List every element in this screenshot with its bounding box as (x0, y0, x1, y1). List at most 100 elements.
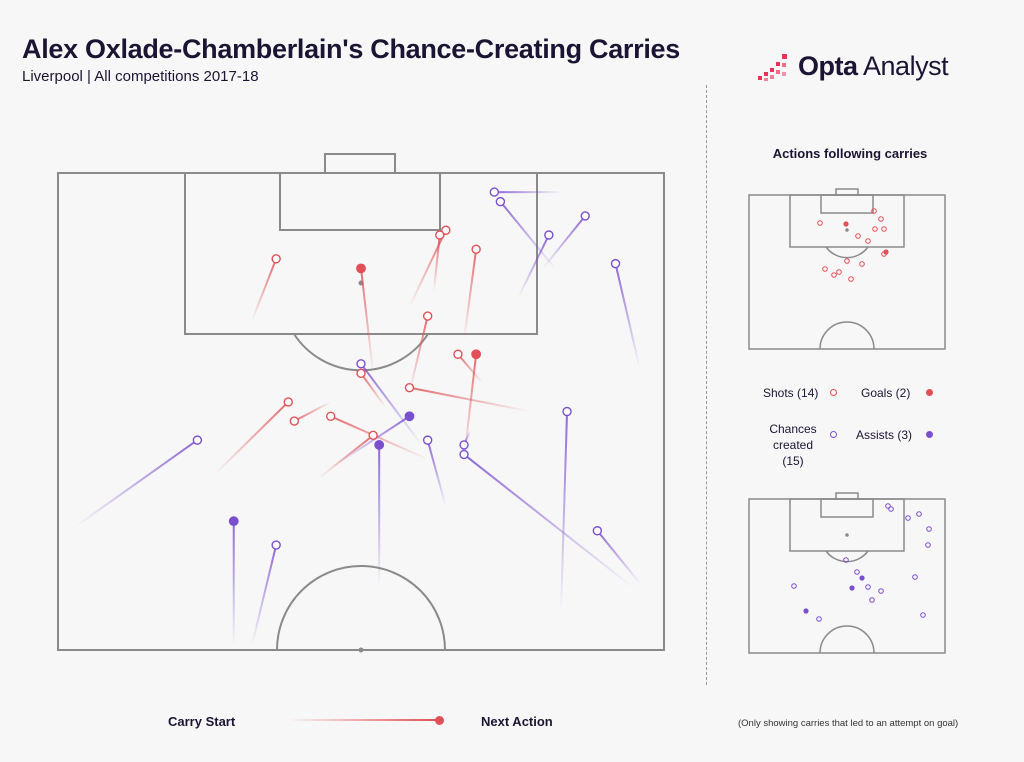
mini-goal (835, 492, 859, 500)
legend-chances: Chances created (15) (769, 422, 817, 468)
goal-marker (471, 349, 482, 360)
chance-marker (271, 540, 281, 550)
carry-line-shot (408, 315, 429, 393)
key-carry-start: Carry Start (168, 714, 236, 729)
mini-six-yard-box (820, 194, 874, 214)
chance-marker (916, 511, 922, 517)
carry-line-shot (408, 229, 447, 307)
carry-line-shot (293, 401, 332, 422)
carry-line-chance (250, 544, 278, 646)
carry-line-assist (336, 415, 411, 465)
shot-marker (422, 311, 433, 321)
assist-marker (404, 411, 415, 422)
mini-goal-markers (843, 221, 889, 255)
key-next-action: Next Action (481, 714, 553, 729)
assist-marker (374, 439, 385, 450)
chance-marker (854, 569, 860, 575)
mini-penalty-area (789, 498, 905, 552)
carry-line-shot (409, 386, 531, 413)
mini-shot-markers (817, 208, 887, 282)
legend-shot-icon (830, 389, 837, 396)
carry-line-chance (542, 215, 586, 270)
carry-line-shot (457, 353, 483, 384)
carry-line-chance (614, 263, 641, 369)
key-carry-line (288, 719, 438, 721)
legend-goals: Goals (2) (861, 386, 911, 400)
shot-marker (859, 261, 865, 267)
chance-marker (489, 187, 500, 197)
chance-marker (912, 574, 918, 580)
page-subtitle: Liverpool | All competitions 2017-18 (22, 68, 259, 85)
carry-line-chance (360, 363, 423, 446)
shot-marker (289, 416, 300, 426)
shot-marker (881, 226, 887, 232)
carry-line-shot (360, 372, 387, 408)
shot-marker (271, 254, 281, 264)
mini-goal (835, 188, 859, 196)
chance-marker (843, 557, 849, 563)
shot-marker (441, 225, 451, 235)
mini-assist-markers (803, 575, 865, 614)
chance-marker (926, 526, 932, 532)
legend-goal-icon (926, 389, 933, 396)
mini-pitch-boundary (748, 194, 946, 350)
assist-marker (228, 516, 239, 527)
chance-marker (495, 196, 506, 207)
chance-marker (592, 526, 603, 536)
shot-marker (453, 349, 463, 359)
mini-pitch-shots (748, 188, 946, 350)
shot-marker (871, 208, 877, 214)
carry-line-shot (214, 401, 289, 475)
chance-marker (356, 359, 366, 369)
chance-marker (816, 616, 822, 622)
key-carry-dot (435, 716, 444, 725)
assist-marker (849, 585, 855, 591)
chance-marker (562, 406, 572, 417)
mini-penalty-area (789, 194, 905, 248)
chance-marker (610, 258, 621, 269)
carry-line-chance (517, 234, 550, 298)
mini-pitch-chances (748, 492, 946, 654)
mini-pitch-boundary (748, 498, 946, 654)
chance-marker (791, 583, 797, 589)
chance-marker (459, 449, 469, 460)
shot-marker (283, 397, 293, 407)
chance-marker (885, 503, 891, 509)
mini-centre-circle (819, 321, 875, 350)
shot-marker (855, 233, 861, 239)
mini-penalty-spot (845, 228, 849, 232)
chance-marker (920, 612, 926, 618)
chance-marker (869, 597, 875, 603)
carry-line-chance (463, 453, 635, 589)
chance-marker (888, 506, 894, 512)
chance-marker (905, 515, 911, 521)
chance-marker (422, 435, 433, 445)
shot-marker (822, 266, 828, 272)
carry-line-shot (330, 415, 429, 461)
mini-penalty-spot (845, 533, 849, 537)
carry-markers (192, 187, 621, 550)
mini-six-yard-box (820, 498, 874, 518)
carry-line-goal (360, 268, 375, 374)
mini-penalty-arc (825, 550, 869, 563)
goal-marker (843, 221, 849, 227)
mini-chance-markers (791, 503, 932, 622)
assist-marker (803, 608, 809, 614)
shot-marker (848, 276, 854, 282)
centre-circle (276, 565, 446, 651)
shot-marker (435, 230, 445, 240)
carry-line-chance (426, 439, 447, 508)
legend-assists: Assists (3) (856, 428, 913, 442)
opta-analyst-wordmark: Opta Analyst (798, 50, 949, 81)
shot-marker (368, 430, 378, 441)
main-pitch (57, 153, 665, 653)
six-yard-box (279, 172, 441, 231)
chance-marker (865, 584, 871, 590)
shot-marker (356, 368, 366, 379)
chance-marker (544, 230, 554, 240)
shot-marker (878, 216, 884, 222)
shot-marker (865, 238, 871, 244)
chance-marker (192, 435, 203, 445)
shot-marker (872, 226, 878, 232)
shot-marker (404, 382, 415, 393)
